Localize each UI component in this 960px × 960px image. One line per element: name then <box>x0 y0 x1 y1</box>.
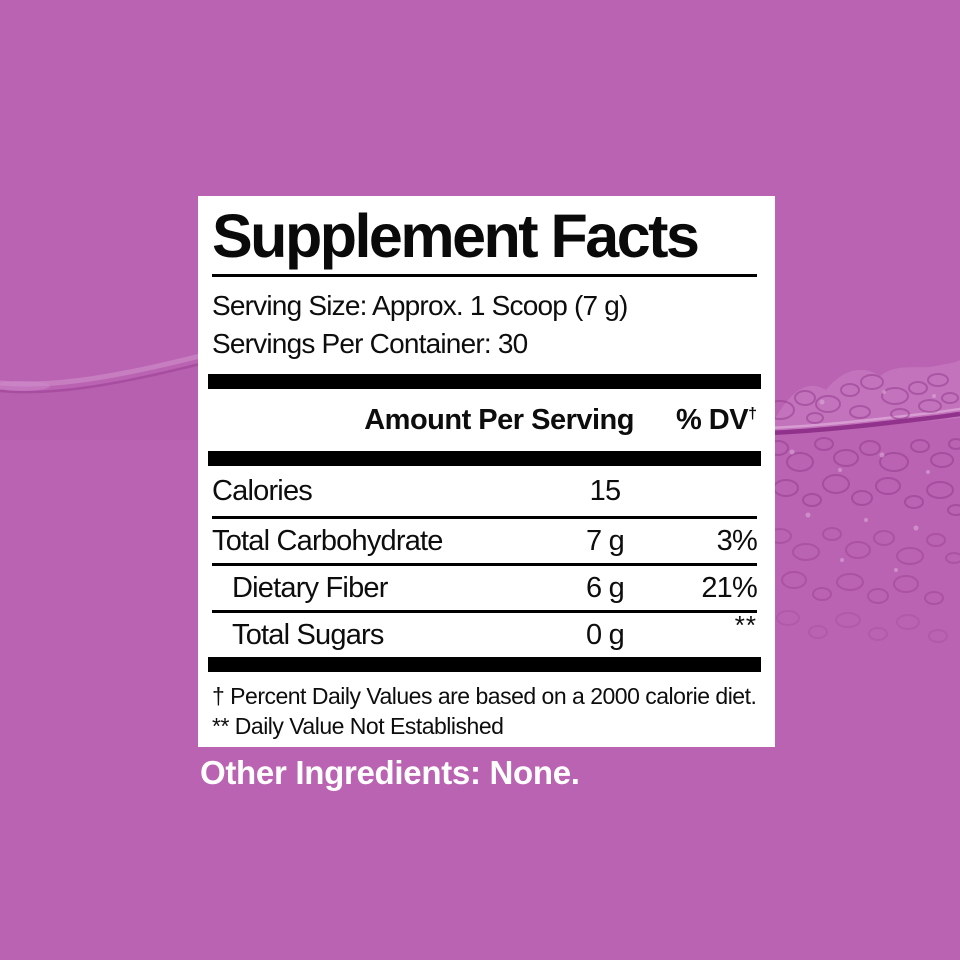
table-header-row: Amount Per Serving % DV† <box>212 389 757 451</box>
nutrient-amount: 0 g <box>586 618 625 651</box>
supplement-facts-panel: Supplement Facts Serving Size: Approx. 1… <box>198 196 775 747</box>
nutrient-amount: 6 g <box>586 571 625 604</box>
nutrient-amount: 7 g <box>586 524 625 557</box>
nutrient-name: Total Carbohydrate <box>212 524 443 557</box>
table-row-calories: Calories 15 <box>212 466 757 519</box>
thick-divider-bar <box>208 451 761 466</box>
table-row-dietary-fiber: Dietary Fiber 6 g 21% <box>212 566 758 613</box>
panel-title: Supplement Facts <box>212 202 700 270</box>
footnote-daily-values: † Percent Daily Values are based on a 20… <box>212 683 757 709</box>
thick-divider-bar <box>208 374 761 389</box>
servings-per-container-text: Servings Per Container: 30 <box>212 328 528 359</box>
nutrient-dv: ** <box>672 610 757 652</box>
nutrient-name: Dietary Fiber <box>232 571 388 604</box>
nutrient-amount: 15 <box>589 474 621 507</box>
percent-dv-header: % DV† <box>672 404 757 437</box>
nutrient-dv: 3% <box>716 524 758 557</box>
footnote-dv-not-established: ** Daily Value Not Established <box>212 713 504 739</box>
title-divider <box>212 274 757 277</box>
no-dv-established-symbol: ** <box>734 609 757 640</box>
table-row-total-sugars: Total Sugars 0 g ** <box>212 610 757 657</box>
other-ingredients-text: Other Ingredients: None. <box>200 754 580 791</box>
thick-divider-bar <box>208 657 761 672</box>
table-row-total-carbohydrate: Total Carbohydrate 7 g 3% <box>212 519 758 566</box>
serving-size-text: Serving Size: Approx. 1 Scoop (7 g) <box>212 290 628 321</box>
nutrient-dv: 21% <box>701 571 757 604</box>
dagger-note-symbol: † <box>748 404 757 422</box>
amount-per-serving-header: Amount Per Serving <box>364 403 634 436</box>
percent-dv-header-label: % DV <box>675 403 749 436</box>
nutrient-name: Total Sugars <box>232 618 384 651</box>
nutrient-name: Calories <box>212 474 313 507</box>
